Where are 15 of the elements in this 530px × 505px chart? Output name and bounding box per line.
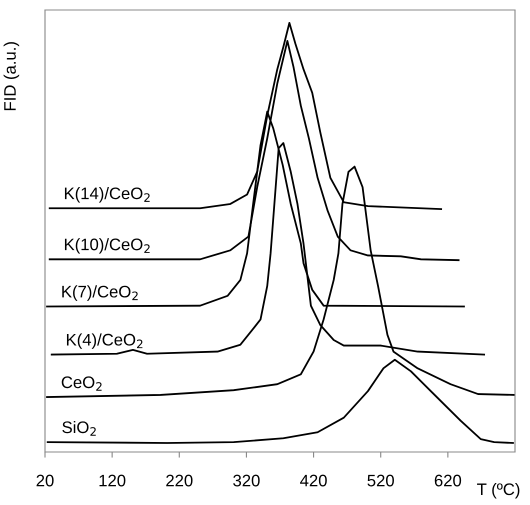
y-axis-title: FID (a.u.): [4, 42, 20, 110]
x-tick-label: 620: [434, 474, 462, 486]
x-tick-label: 220: [166, 474, 193, 486]
series-label: K(14)/CeO$_{2}$: [64, 187, 150, 203]
x-axis-title: T (ºC): [477, 482, 520, 498]
series-label: CeO$_{2}$: [62, 376, 102, 391]
x-tick-label: 20: [36, 474, 54, 486]
x-tick-label: 520: [367, 474, 394, 486]
x-tick-label: 120: [100, 474, 126, 486]
x-tick-label: 420: [300, 474, 327, 486]
series-label: SiO$_{2}$: [62, 420, 96, 436]
x-tick-label: 320: [233, 474, 260, 486]
series-label: K(10)/CeO$_{2}$: [64, 238, 150, 254]
series-label: K(7)/CeO$_{2}$: [62, 285, 138, 301]
series-label: K(4)/CeO$_{2}$: [66, 333, 142, 349]
